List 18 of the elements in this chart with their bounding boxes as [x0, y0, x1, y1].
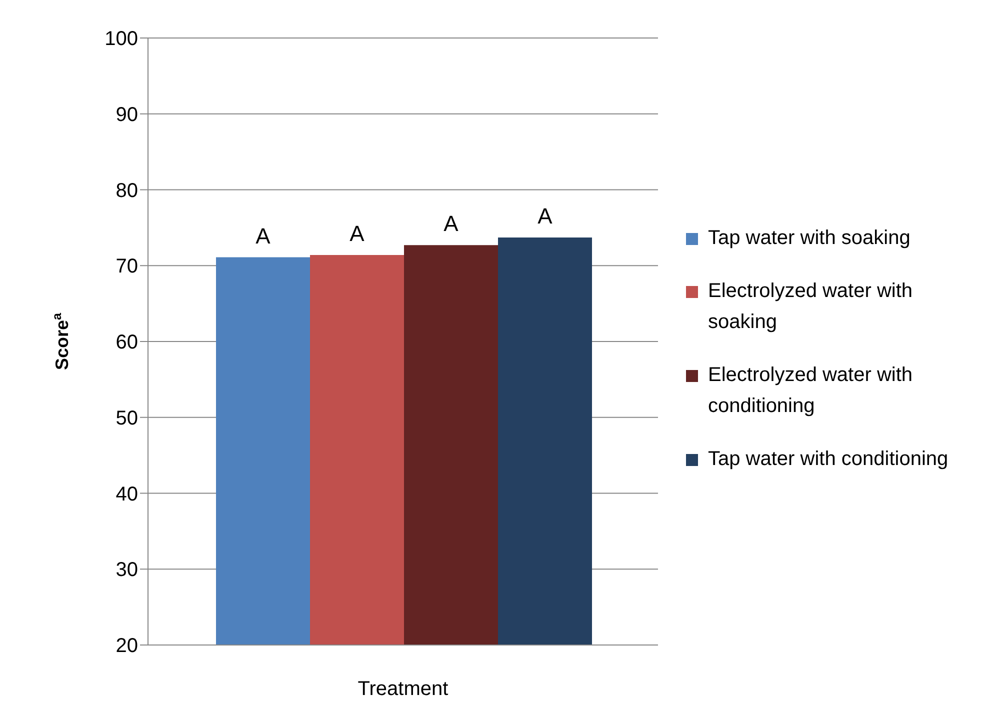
x-axis-title: Treatment [358, 678, 449, 700]
legend-label: Tap water with soaking [708, 226, 910, 251]
data-label: A [350, 221, 365, 246]
y-tick-label: 20 [116, 635, 138, 658]
y-tick-label: 60 [116, 332, 138, 354]
data-label: A [444, 211, 459, 236]
data-label: A [538, 204, 553, 229]
data-label: A [256, 223, 271, 248]
y-tick-label: 50 [116, 407, 138, 430]
legend-label: Electrolyzed water with conditioning [708, 363, 914, 419]
y-tick-label: 90 [116, 104, 138, 126]
y-tick-label: 70 [116, 256, 138, 278]
legend-label: Electrolyzed water with soaking [708, 279, 914, 335]
legend-label: Tap water with conditioning [708, 447, 948, 472]
y-tick-label: 80 [116, 180, 138, 202]
y-tick-label: 30 [116, 559, 138, 582]
y-tick-label: 40 [116, 483, 138, 506]
y-tick-label: 100 [104, 28, 138, 50]
